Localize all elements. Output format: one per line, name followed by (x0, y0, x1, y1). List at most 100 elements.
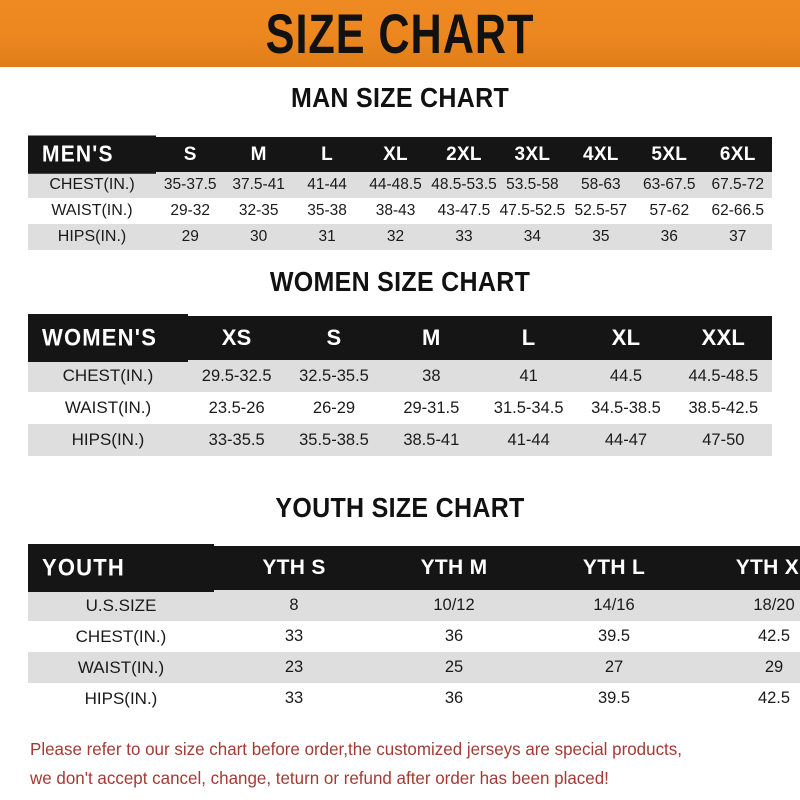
youth-col-s: YTH S (214, 546, 374, 590)
women-size-table: WOMEN'S XS S M L XL XXL CHEST(IN.) 29.5-… (28, 313, 772, 456)
men-waist-5xl: 57-62 (649, 202, 690, 219)
table-row: CHEST(IN.) 35-37.5 37.5-41 41-44 44-48.5… (28, 172, 772, 198)
men-waist-xl: 38-43 (375, 202, 416, 219)
youth-waist-xl: 29 (764, 658, 784, 676)
youth-chest-xl: 42.5 (757, 627, 791, 645)
youth-col-xl: YTH XL (694, 546, 800, 590)
women-hips-xs: 33-35.5 (208, 430, 265, 449)
order-policy-note-line2: we don't accept cancel, change, teturn o… (30, 768, 609, 788)
women-hips-xl: 44-47 (604, 430, 648, 449)
table-row: CHEST(IN.) 33 36 39.5 42.5 (28, 621, 800, 652)
men-chest-xl: 44-48.5 (369, 176, 422, 193)
table-row: HIPS(IN.) 33-35.5 35.5-38.5 38.5-41 41-4… (28, 424, 772, 456)
women-row-label-chest: CHEST(IN.) (62, 366, 154, 385)
women-waist-m: 29-31.5 (403, 398, 460, 417)
men-waist-m: 32-35 (238, 202, 279, 219)
men-chest-5xl: 63-67.5 (642, 176, 696, 193)
youth-corner-label: YOUTH (28, 543, 214, 593)
men-row-label-hips: HIPS(IN.) (57, 228, 127, 245)
women-chest-m: 38 (422, 366, 441, 385)
women-waist-l: 31.5-34.5 (493, 398, 564, 417)
women-hips-l: 41-44 (507, 430, 550, 449)
youth-waist-l: 27 (604, 658, 624, 676)
men-chest-s: 35-37.5 (163, 176, 217, 193)
men-col-3xl: 3XL (498, 137, 567, 172)
men-row-label-waist: WAIST(IN.) (51, 202, 133, 219)
women-waist-xs: 23.5-26 (208, 398, 265, 417)
table-header-row: WOMEN'S XS S M L XL XXL (28, 313, 772, 363)
table-row: CHEST(IN.) 29.5-32.5 32.5-35.5 38 41 44.… (28, 360, 772, 392)
women-chest-xxl: 44.5-48.5 (688, 366, 759, 385)
women-col-xxl: XXL (674, 316, 772, 360)
youth-ussize-xl: 18/20 (753, 596, 795, 614)
youth-size-table: YOUTH YTH S YTH M YTH L YTH XL U.S.SIZE … (28, 543, 800, 714)
men-hips-s: 29 (181, 228, 199, 245)
table-header-row: MEN'S S M L XL 2XL 3XL 4XL 5XL 6XL (28, 135, 772, 174)
men-waist-6xl: 62-66.5 (711, 202, 765, 219)
men-chest-m: 37.5-41 (232, 176, 285, 193)
men-hips-2xl: 33 (455, 228, 473, 245)
youth-chest-s: 33 (284, 627, 304, 645)
order-policy-note: Please refer to our size chart before or… (30, 735, 756, 793)
women-col-l: L (479, 316, 578, 360)
youth-col-m: YTH M (374, 546, 534, 590)
men-col-6xl: 6XL (703, 137, 772, 172)
youth-hips-m: 36 (444, 689, 464, 707)
men-hips-3xl: 34 (523, 228, 542, 245)
men-col-2xl: 2XL (429, 137, 499, 172)
youth-row-label-ussize: U.S.SIZE (85, 595, 157, 615)
men-col-m: M (224, 137, 293, 172)
men-hips-xl: 32 (386, 228, 405, 245)
table-row: WAIST(IN.) 23.5-26 26-29 29-31.5 31.5-34… (28, 392, 772, 424)
men-col-xl: XL (361, 137, 430, 172)
youth-chest-l: 39.5 (597, 627, 631, 645)
youth-hips-l: 39.5 (597, 689, 631, 707)
youth-col-l: YTH L (534, 546, 694, 590)
table-row: HIPS(IN.) 33 36 39.5 42.5 (28, 683, 800, 714)
men-row-label-chest: CHEST(IN.) (49, 176, 135, 193)
section-title-man: MAN SIZE CHART (290, 82, 510, 114)
women-waist-xxl: 38.5-42.5 (688, 398, 759, 417)
order-policy-note-line1: Please refer to our size chart before or… (30, 739, 682, 759)
youth-row-label-chest: CHEST(IN.) (75, 626, 167, 646)
women-chest-l: 41 (519, 366, 538, 385)
youth-waist-m: 25 (444, 658, 464, 676)
men-hips-l: 31 (318, 228, 336, 245)
youth-ussize-m: 10/12 (433, 596, 475, 614)
women-chest-xs: 29.5-32.5 (201, 366, 272, 385)
youth-ussize-s: 8 (289, 596, 299, 614)
men-hips-5xl: 36 (660, 228, 678, 245)
page-title: SIZE CHART (265, 2, 535, 65)
men-col-4xl: 4XL (566, 137, 636, 172)
women-col-xs: XS (188, 316, 286, 360)
men-waist-s: 29-32 (170, 202, 211, 219)
men-col-5xl: 5XL (635, 137, 704, 172)
men-waist-4xl: 52.5-57 (574, 202, 628, 219)
women-chest-xl: 44.5 (609, 366, 643, 385)
men-hips-4xl: 35 (592, 228, 610, 245)
men-chest-6xl: 67.5-72 (711, 176, 765, 193)
men-waist-l: 35-38 (307, 202, 347, 219)
table-header-row: YOUTH YTH S YTH M YTH L YTH XL (28, 543, 800, 593)
men-chest-4xl: 58-63 (581, 176, 621, 193)
youth-chest-m: 36 (444, 627, 464, 645)
men-chest-3xl: 53.5-58 (506, 176, 559, 193)
table-row: WAIST(IN.) 29-32 32-35 35-38 38-43 43-47… (28, 198, 772, 224)
women-row-label-waist: WAIST(IN.) (64, 398, 152, 417)
section-title-women: WOMEN SIZE CHART (269, 266, 531, 298)
men-col-l: L (292, 137, 362, 172)
table-row: U.S.SIZE 8 10/12 14/16 18/20 (28, 590, 800, 621)
men-hips-m: 30 (250, 228, 268, 245)
table-row: HIPS(IN.) 29 30 31 32 33 34 35 36 37 (28, 224, 772, 250)
men-hips-6xl: 37 (729, 228, 747, 245)
women-row-label-hips: HIPS(IN.) (71, 430, 145, 449)
men-waist-3xl: 47.5-52.5 (499, 202, 566, 219)
men-corner-label: MEN'S (28, 135, 156, 174)
youth-hips-xl: 42.5 (757, 689, 791, 707)
youth-row-label-hips: HIPS(IN.) (84, 688, 158, 708)
youth-ussize-l: 14/16 (593, 596, 635, 614)
youth-waist-s: 23 (284, 658, 304, 676)
men-waist-2xl: 43-47.5 (437, 202, 491, 219)
women-hips-m: 38.5-41 (403, 430, 460, 449)
